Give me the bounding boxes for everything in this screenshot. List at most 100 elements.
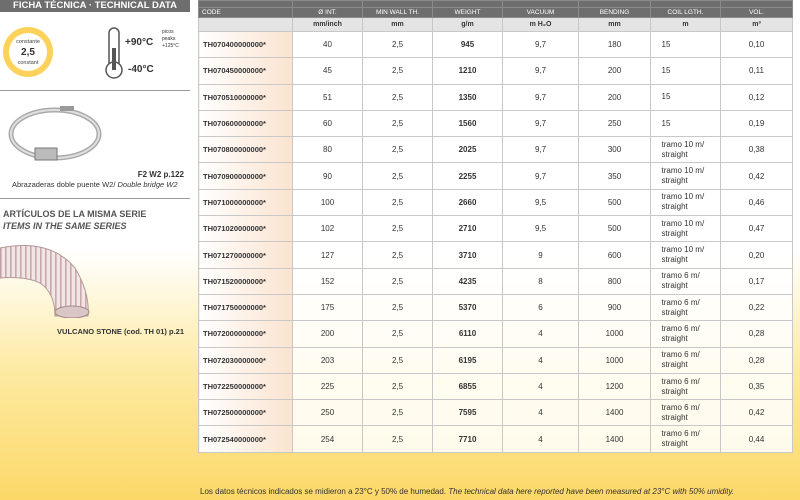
value-cell: 9,7 <box>502 57 579 85</box>
header-strip-cell <box>292 0 363 8</box>
value-cell: 4 <box>502 346 579 374</box>
column-header: WEIGHT <box>432 7 503 18</box>
coil-length: 15 <box>661 65 671 75</box>
value-cell: 0,19 <box>720 109 793 138</box>
accessory-desc-en: Double bridge W2 <box>117 180 178 189</box>
column-header: CODE <box>198 7 293 18</box>
value-cell: 9,7 <box>502 136 579 164</box>
value-cell: 1200 <box>578 372 651 401</box>
value-cell: 200 <box>578 57 651 85</box>
table-row: TH070600000000* 60 2,5 1560 9,7 250 15 0,19 <box>198 109 793 138</box>
value-cell: 180 <box>578 30 651 59</box>
table-row: TH072540000000* 254 2,5 7710 4 1400 tramo 6 m/… <box>198 425 793 453</box>
coil-length: tramo 6 m/ straight <box>661 350 700 370</box>
code-cell: TH072500000000* <box>198 399 293 427</box>
coil-length: 15 <box>661 39 671 49</box>
units-cell: g/m <box>432 17 503 32</box>
value-cell: 0,42 <box>720 399 793 427</box>
table-row: TH071750000000* 175 2,5 5370 6 900 tramo 6 m/ … <box>198 293 793 322</box>
hose-body <box>0 245 89 317</box>
header-strip <box>198 0 793 8</box>
value-cell: 4 <box>502 372 579 401</box>
separator <box>0 198 190 199</box>
clamp-screw <box>60 106 74 111</box>
value-cell: 9,7 <box>502 162 579 190</box>
value-cell: 0,11 <box>720 57 793 85</box>
series-title-en: ITEMS IN THE SAME SERIES <box>3 221 127 231</box>
coil-length: tramo 6 m/ straight <box>661 297 700 317</box>
value-cell: 945 <box>432 30 503 59</box>
value-cell: 2,5 <box>362 293 433 322</box>
specs-icons: constante 2,5 constant +90°C picos peaks… <box>3 27 179 79</box>
value-cell: tramo 10 m/ straight <box>650 215 721 243</box>
value-cell: 9,5 <box>502 188 579 217</box>
value-cell: tramo 6 m/ straight <box>650 372 721 401</box>
value-cell: 600 <box>578 241 651 269</box>
value-cell: 2,5 <box>362 241 433 269</box>
table-row: TH072030000000* 203 2,5 6195 4 1000 tramo 6 m/… <box>198 346 793 374</box>
value-cell: 9,5 <box>502 215 579 243</box>
value-cell: 2710 <box>432 215 503 243</box>
value-cell: 2,5 <box>362 372 433 401</box>
header-strip-cell <box>650 0 721 8</box>
table-row: TH072500000000* 250 2,5 7595 4 1400 tramo 6 m/… <box>198 399 793 427</box>
column-header: MIN WALL TH. <box>362 7 433 18</box>
value-cell: 900 <box>578 293 651 322</box>
coil-length: tramo 10 m/ straight <box>661 218 705 238</box>
table-row: TH070900000000* 90 2,5 2255 9,7 350 tramo 10 m… <box>198 162 793 190</box>
coil-length: tramo 6 m/ straight <box>661 429 700 449</box>
value-cell: tramo 6 m/ straight <box>650 346 721 374</box>
hose-image <box>0 245 90 318</box>
value-cell: 9 <box>502 241 579 269</box>
coil-length: tramo 10 m/ straight <box>661 139 705 159</box>
value-cell: 2025 <box>432 136 503 164</box>
table-row: TH071270000000* 127 2,5 3710 9 600 tramo 10 m/… <box>198 241 793 269</box>
value-cell: 200 <box>578 83 651 111</box>
value-cell: 152 <box>292 267 363 295</box>
value-cell: 225 <box>292 372 363 401</box>
table-row: TH070400000000* 40 2,5 945 9,7 180 15 0,10 <box>198 30 793 59</box>
peaks-en: peaks <box>162 36 176 42</box>
value-cell: 203 <box>292 346 363 374</box>
value-cell: 80 <box>292 136 363 164</box>
column-header: BENDING <box>578 7 651 18</box>
value-cell: 1000 <box>578 346 651 374</box>
header-strip-cell <box>578 0 651 8</box>
value-cell: 2,5 <box>362 399 433 427</box>
column-header: VOL. <box>720 7 793 18</box>
value-cell: 7595 <box>432 399 503 427</box>
table-row: TH070450000000* 45 2,5 1210 9,7 200 15 0,11 <box>198 57 793 85</box>
wall-badge-inner <box>9 33 47 71</box>
value-cell: 15 <box>650 109 721 138</box>
code-cell: TH072540000000* <box>198 425 293 453</box>
value-cell: tramo 6 m/ straight <box>650 399 721 427</box>
value-cell: 500 <box>578 215 651 243</box>
value-cell: tramo 10 m/ straight <box>650 162 721 190</box>
value-cell: 0,28 <box>720 320 793 348</box>
units-cell: mm/inch <box>292 17 363 32</box>
units-cell: m³ <box>720 17 793 32</box>
value-cell: 1560 <box>432 109 503 138</box>
value-cell: 2,5 <box>362 136 433 164</box>
coil-length: tramo 6 m/ straight <box>661 271 700 291</box>
value-cell: tramo 10 m/ straight <box>650 241 721 269</box>
value-cell: 1400 <box>578 425 651 453</box>
value-cell: 0,35 <box>720 372 793 401</box>
table-row: TH071000000000* 100 2,5 2660 9,5 500 tramo 10 … <box>198 188 793 217</box>
value-cell: tramo 6 m/ straight <box>650 425 721 453</box>
code-cell: TH071750000000* <box>198 293 293 322</box>
coil-length: tramo 6 m/ straight <box>661 376 700 396</box>
code-cell: TH072250000000* <box>198 372 293 401</box>
hose-end <box>54 305 90 318</box>
panel-title: FICHA TÉCNICA · TECHNICAL DATA <box>0 0 190 12</box>
value-cell: 500 <box>578 188 651 217</box>
wall-bottom: constant <box>18 60 39 66</box>
column-header: VACUUM <box>502 7 579 18</box>
code-cell: TH072030000000* <box>198 346 293 374</box>
footer-note: Los datos técnicos indicados se midieron… <box>200 487 734 496</box>
accessory-desc: Abrazaderas doble puente W2/ Double brid… <box>12 180 178 189</box>
code-cell: TH072000000000* <box>198 320 293 348</box>
value-cell: 102 <box>292 215 363 243</box>
value-cell: 6110 <box>432 320 503 348</box>
